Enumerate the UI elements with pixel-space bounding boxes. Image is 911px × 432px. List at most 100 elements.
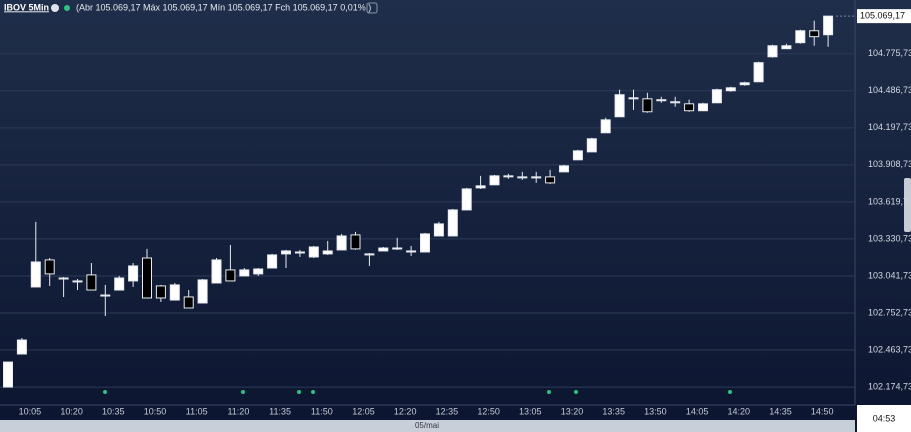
event-marker	[728, 390, 732, 394]
candle-body	[197, 279, 208, 304]
candle-body	[169, 284, 180, 301]
candle-body	[128, 265, 139, 282]
candle-body	[433, 223, 444, 237]
x-tick-label: 13:50	[644, 406, 667, 416]
candle-body	[586, 138, 597, 153]
candle-body	[684, 103, 695, 112]
x-tick-label: 13:35	[602, 406, 625, 416]
candle-body	[698, 103, 708, 112]
candle-body	[100, 294, 111, 297]
y-tick-label: 104.197,73	[868, 122, 911, 132]
date-band	[0, 420, 855, 432]
status-dot	[64, 5, 70, 11]
x-tick-label: 14:05	[686, 406, 709, 416]
x-tick-label: 10:35	[102, 406, 125, 416]
candle-body	[3, 361, 13, 388]
y-tick-label: 103.908,73	[868, 159, 911, 169]
ohlc-info: (Abr 105.069,17 Máx 105.069,17 Mín 105.0…	[76, 2, 371, 12]
candle-body	[531, 176, 542, 179]
scrollbar[interactable]	[904, 178, 911, 232]
candle-body	[656, 99, 667, 102]
candle-body	[322, 250, 333, 255]
x-tick-label: 11:05	[186, 406, 208, 416]
symbol-title[interactable]: IBOV 5Min	[4, 2, 49, 12]
x-tick-label: 13:05	[519, 406, 542, 416]
event-marker	[311, 390, 315, 394]
candle-body	[225, 269, 236, 282]
x-tick-label: 11:50	[311, 406, 333, 416]
x-tick-label: 12:05	[352, 406, 375, 416]
candle-body	[406, 250, 417, 253]
countdown: 04:53	[873, 413, 896, 423]
candle-body	[239, 269, 250, 277]
x-tick-label: 13:20	[561, 406, 584, 416]
x-tick-label: 14:20	[728, 406, 751, 416]
y-tick-label: 102.463,73	[868, 344, 911, 354]
candle-body	[211, 259, 222, 284]
x-tick-label: 11:35	[269, 406, 291, 416]
candle-body	[545, 176, 556, 184]
candle-body	[16, 339, 27, 355]
event-marker	[241, 390, 245, 394]
candle-body	[753, 62, 764, 83]
candle-body	[461, 188, 472, 211]
candle-body	[267, 254, 278, 269]
candle-body	[364, 253, 375, 256]
candle-body	[517, 176, 528, 179]
event-marker	[547, 390, 551, 394]
candle-body	[30, 261, 41, 288]
x-tick-label: 10:50	[144, 406, 167, 416]
x-tick-label: 12:50	[477, 406, 500, 416]
event-marker	[297, 390, 301, 394]
candle-body	[350, 234, 361, 250]
last-price-label: 105.069,17	[860, 11, 905, 21]
candle-body	[142, 257, 152, 299]
y-tick-label: 103.619,7:	[868, 196, 911, 206]
last-price-box	[857, 9, 911, 24]
candle-body	[559, 165, 569, 173]
candle-body	[183, 296, 194, 309]
candle-body	[447, 209, 458, 237]
close-icon[interactable]	[51, 4, 59, 12]
candle-body	[378, 247, 389, 252]
add-button[interactable]	[366, 2, 378, 14]
y-tick-label: 104.775,73	[868, 48, 911, 58]
candle-body	[489, 175, 500, 186]
candle-body	[114, 277, 125, 291]
candle-body	[572, 150, 583, 161]
candle-body	[767, 45, 778, 58]
countdown-box	[857, 405, 911, 432]
candle-body	[336, 235, 347, 251]
candle-body	[155, 285, 166, 299]
y-tick-label: 103.330,73	[868, 233, 911, 243]
event-marker	[574, 390, 578, 394]
candle-body	[44, 259, 55, 275]
candle-body	[58, 277, 69, 280]
candle-body	[281, 250, 291, 255]
event-marker	[103, 390, 107, 394]
x-tick-label: 14:35	[769, 406, 792, 416]
candle-body	[72, 280, 83, 283]
candle-body	[725, 87, 736, 92]
candle-body	[781, 45, 792, 50]
candle-body	[614, 94, 625, 118]
date-label: 05/mai	[415, 421, 439, 430]
candle-body	[253, 268, 264, 275]
candle-body	[392, 247, 403, 250]
candle-body	[600, 119, 611, 134]
candle-body	[420, 233, 430, 253]
x-tick-label: 14:50	[811, 406, 834, 416]
y-tick-label: 102.174,73	[868, 381, 911, 391]
candle-body	[642, 98, 653, 113]
candle-body	[739, 82, 750, 86]
y-tick-label: 103.041,73	[868, 270, 911, 280]
candle-body	[795, 30, 806, 44]
x-tick-label: 11:20	[227, 406, 249, 416]
candle-body	[670, 101, 681, 104]
event-markers	[103, 390, 732, 394]
y-tick-label: 102.752,73	[868, 307, 911, 317]
x-tick-label: 12:20	[394, 406, 417, 416]
x-tick-label: 10:20	[60, 406, 83, 416]
